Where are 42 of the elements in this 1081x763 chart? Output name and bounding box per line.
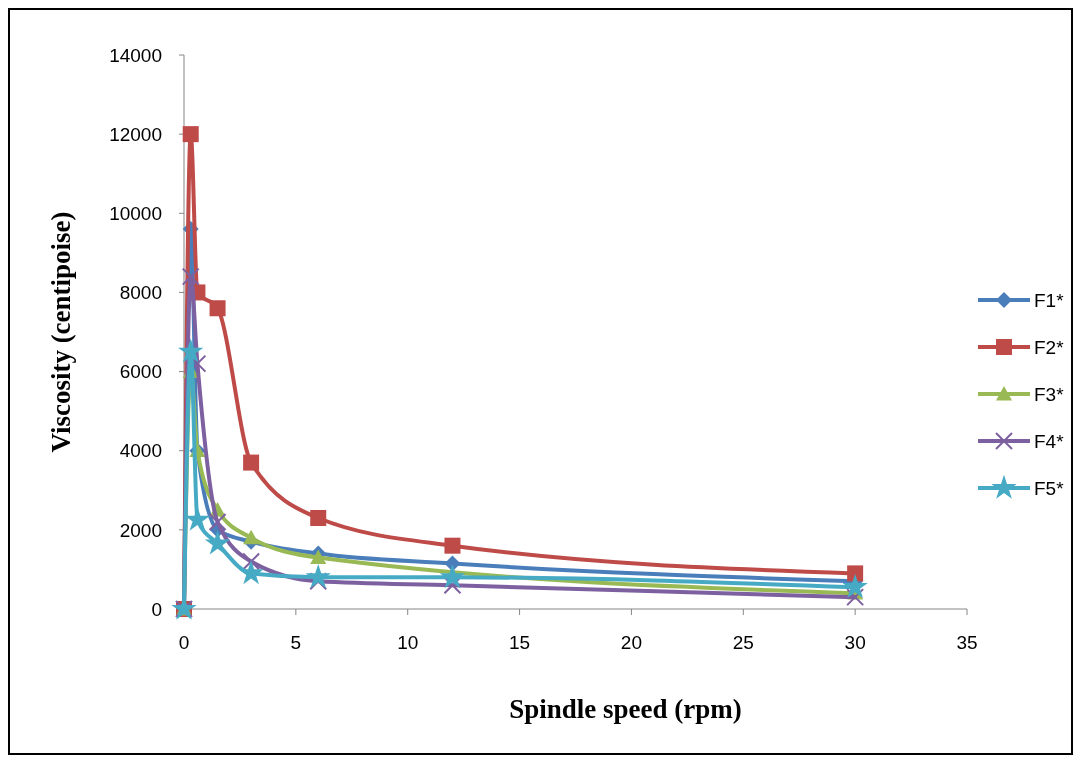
point [310, 549, 327, 564]
x-tick-label: 20 [620, 632, 642, 653]
point [238, 560, 264, 585]
legend-label: F1* [1034, 289, 1065, 311]
legend-label: F5* [1034, 477, 1065, 499]
y-tick-label: 12000 [109, 123, 162, 145]
point [847, 565, 864, 582]
y-tick-label: 0 [151, 598, 162, 620]
legend-label: F3* [1034, 383, 1065, 405]
point [182, 126, 199, 143]
y-tick-label: 14000 [109, 44, 162, 66]
x-tick-label: 35 [956, 632, 978, 653]
x-tick-label: 0 [178, 632, 190, 653]
x-tick-label: 15 [509, 632, 531, 653]
point [846, 588, 865, 607]
x-tick-label: 10 [397, 632, 419, 653]
legend-label: F4* [1034, 430, 1065, 452]
y-tick-label: 8000 [119, 282, 162, 304]
y-tick-label: 4000 [119, 440, 162, 462]
point [444, 537, 461, 554]
y-tick-label: 2000 [119, 519, 162, 541]
point [208, 512, 227, 531]
x-axis-title: Spindle speed (rpm) [509, 694, 742, 724]
point [178, 338, 204, 363]
legend-label: F2* [1034, 336, 1065, 358]
x-tick-label: 5 [290, 632, 302, 653]
y-axis-title: Viscosity (centipoise) [46, 211, 76, 453]
point [181, 267, 200, 286]
y-tick-label: 6000 [119, 361, 162, 383]
point [209, 300, 226, 317]
point [204, 530, 231, 555]
point [310, 509, 327, 526]
point [242, 552, 261, 571]
point [305, 563, 331, 589]
point [243, 529, 260, 545]
point [243, 454, 260, 471]
x-tick-label: 30 [844, 632, 866, 653]
x-tick-label: 25 [732, 632, 754, 653]
point [842, 573, 868, 599]
point [184, 506, 211, 531]
y-tick-label: 10000 [109, 202, 162, 224]
point [439, 563, 466, 589]
